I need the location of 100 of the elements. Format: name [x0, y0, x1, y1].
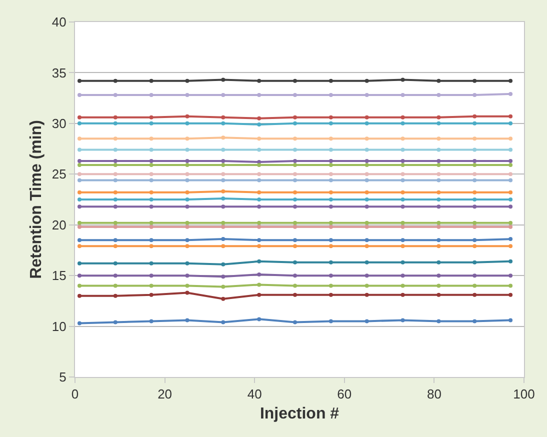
point: [185, 190, 190, 194]
point: [400, 115, 405, 120]
point: [113, 284, 118, 288]
point: [257, 172, 262, 176]
point: [185, 290, 190, 295]
y-tick-label: 35: [52, 65, 66, 80]
point: [436, 78, 441, 83]
point: [400, 274, 405, 278]
point: [113, 136, 118, 141]
point: [508, 259, 513, 264]
point: [221, 148, 226, 152]
point: [113, 220, 118, 225]
point: [436, 238, 441, 242]
point: [400, 198, 405, 202]
point: [400, 244, 405, 248]
point: [257, 259, 262, 264]
point: [364, 158, 369, 163]
point: [257, 244, 262, 248]
point: [221, 220, 226, 225]
point: [185, 318, 190, 322]
point: [293, 292, 298, 297]
point: [185, 220, 190, 225]
point: [221, 237, 226, 242]
point: [436, 220, 441, 225]
point: [328, 292, 333, 297]
point: [436, 190, 441, 194]
point: [149, 319, 154, 324]
point: [113, 224, 118, 229]
point: [257, 178, 262, 182]
point: [77, 93, 82, 98]
point: [185, 78, 190, 83]
point: [472, 158, 477, 163]
point: [77, 148, 82, 152]
point: [472, 78, 477, 83]
point: [77, 238, 82, 242]
point: [436, 204, 441, 209]
point: [293, 198, 298, 202]
point: [113, 238, 118, 242]
point: [185, 172, 190, 176]
point: [400, 93, 405, 98]
point: [328, 136, 333, 141]
point: [149, 93, 154, 98]
point: [293, 158, 298, 163]
point: [508, 220, 513, 225]
point: [508, 92, 513, 96]
point: [221, 224, 226, 229]
point: [149, 172, 154, 176]
point: [185, 284, 190, 288]
point: [400, 136, 405, 141]
point: [149, 115, 154, 120]
point: [149, 78, 154, 83]
point: [293, 172, 298, 176]
point: [364, 238, 369, 242]
point: [221, 204, 226, 209]
point: [508, 148, 513, 152]
point: [257, 122, 262, 126]
point: [328, 319, 333, 324]
y-tick-label: 40: [52, 14, 66, 30]
point: [508, 178, 513, 182]
point: [436, 172, 441, 176]
point: [328, 190, 333, 194]
point: [436, 284, 441, 288]
point: [293, 190, 298, 194]
point: [257, 220, 262, 225]
point: [77, 274, 82, 278]
point: [328, 274, 333, 278]
point: [293, 136, 298, 141]
point: [400, 318, 405, 322]
point: [113, 274, 118, 278]
y-tick-label: 20: [52, 217, 66, 232]
point: [364, 163, 369, 168]
point: [149, 198, 154, 202]
point: [113, 261, 118, 266]
point: [185, 204, 190, 209]
point: [293, 320, 298, 324]
point: [221, 178, 226, 182]
point: [364, 260, 369, 264]
point: [77, 115, 82, 120]
point: [328, 238, 333, 242]
point: [293, 121, 298, 126]
point: [400, 158, 405, 163]
point: [221, 284, 226, 289]
point: [508, 190, 513, 194]
point: [293, 220, 298, 225]
point: [293, 148, 298, 152]
point: [77, 163, 82, 168]
point: [185, 114, 190, 118]
point: [77, 172, 82, 176]
point: [328, 198, 333, 202]
point: [77, 261, 82, 266]
point: [293, 244, 298, 248]
point: [508, 274, 513, 278]
point: [257, 78, 262, 83]
point: [472, 190, 477, 194]
point: [400, 121, 405, 126]
point: [257, 292, 262, 297]
point: [293, 78, 298, 83]
point: [472, 260, 477, 264]
point: [472, 148, 477, 152]
point: [472, 274, 477, 278]
